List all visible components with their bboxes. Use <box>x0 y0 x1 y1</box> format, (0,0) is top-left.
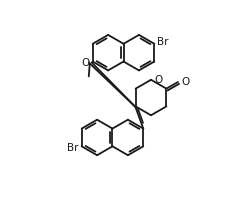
Text: O: O <box>81 58 90 68</box>
Text: O: O <box>154 75 162 85</box>
Text: Br: Br <box>67 143 79 153</box>
Text: O: O <box>181 77 189 87</box>
Text: Br: Br <box>157 37 169 47</box>
